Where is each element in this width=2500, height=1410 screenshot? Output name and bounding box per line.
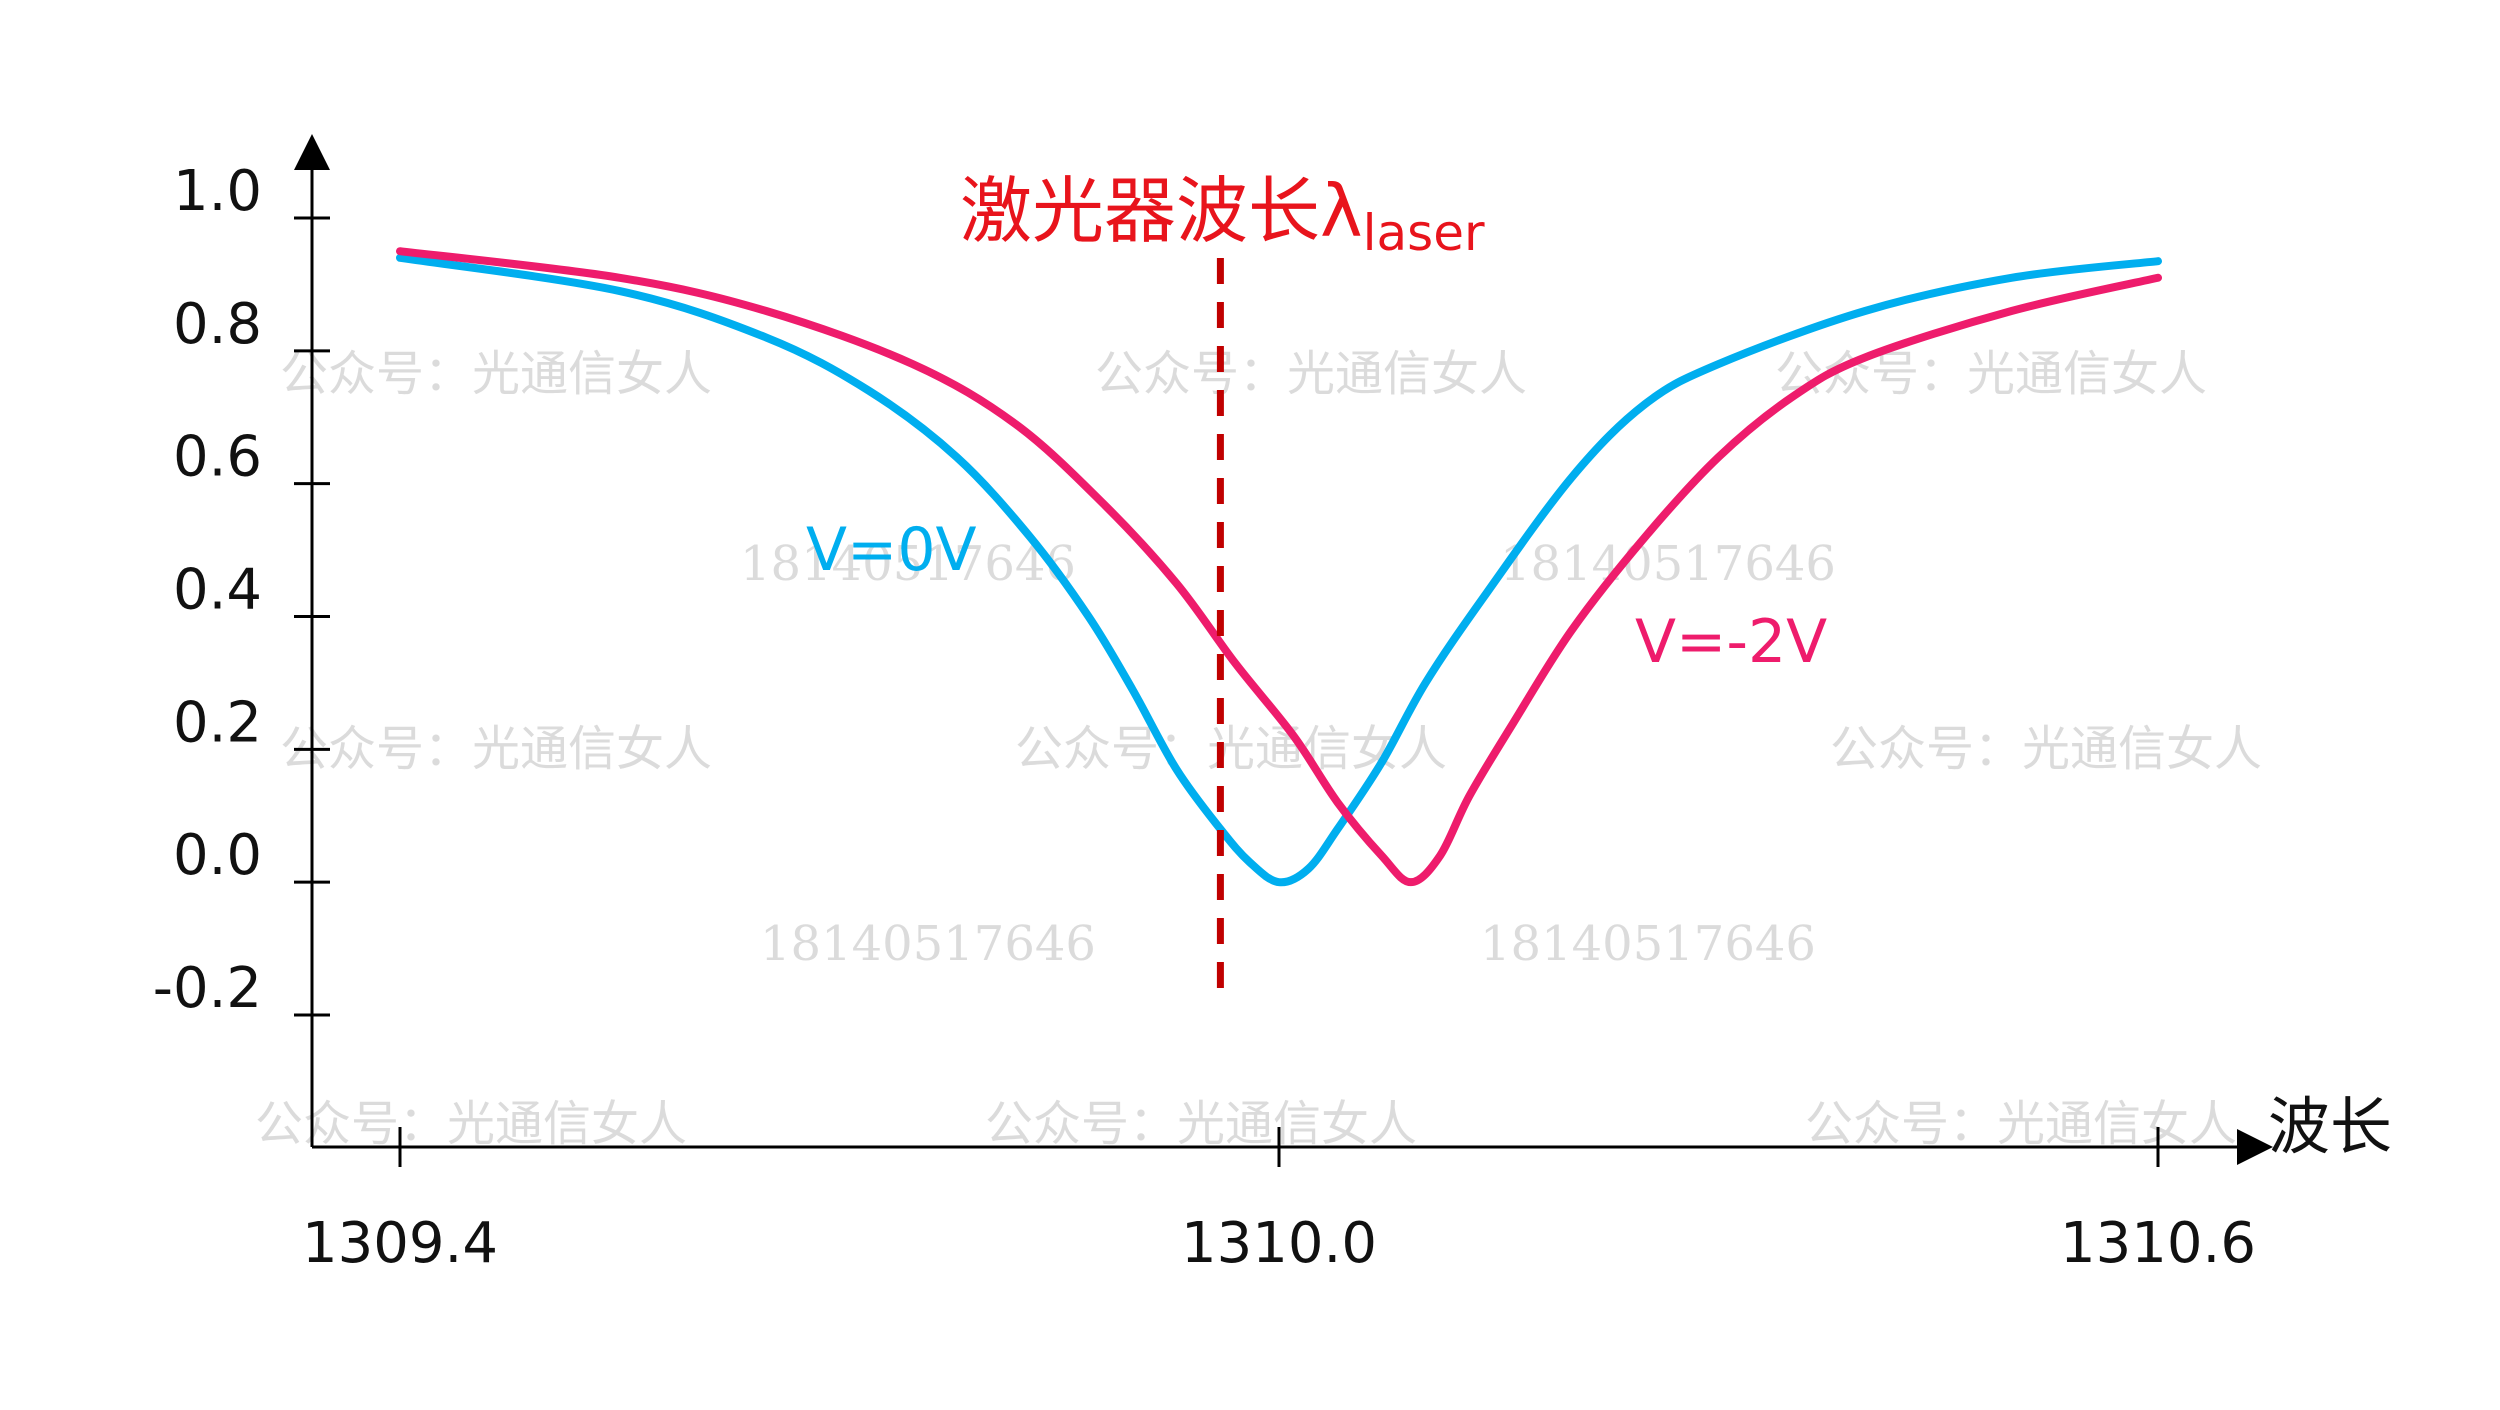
watermark-wechat: 公众号：光通信女人 bbox=[280, 346, 712, 402]
y-tick-label: -0.2 bbox=[153, 956, 262, 1021]
y-axis-ticks: 1.0 0.8 0.6 0.4 0.2 0.0 -0.2 bbox=[153, 159, 330, 1021]
watermark-wechat: 公众号：光通信女人 bbox=[1830, 721, 2262, 777]
watermark-wechat: 公众号：光通信女人 bbox=[1775, 346, 2207, 402]
watermark-wechat: 公众号：光通信女人 bbox=[280, 721, 712, 777]
laser-label-subscript: laser bbox=[1363, 204, 1485, 262]
x-tick-label: 1310.6 bbox=[2060, 1211, 2256, 1276]
watermark-phone: 18140517646 bbox=[1500, 536, 1836, 592]
laser-label-main: 激光器波长λ bbox=[960, 169, 1363, 253]
watermark-wechat: 公众号：光通信女人 bbox=[1805, 1096, 2237, 1152]
y-tick-label: 0.4 bbox=[173, 558, 262, 623]
x-axis-ticks: 1309.4 1310.0 1310.6 bbox=[302, 1127, 2256, 1276]
series-layer bbox=[396, 247, 2162, 887]
series-line-1 bbox=[396, 247, 2162, 887]
y-tick-label: 1.0 bbox=[173, 159, 262, 224]
watermark-wechat: 公众号：光通信女人 bbox=[255, 1096, 687, 1152]
y-tick-label: 0.0 bbox=[173, 823, 262, 888]
watermark-phone: 18140517646 bbox=[760, 916, 1096, 972]
watermark-phone: 18140517646 bbox=[1480, 916, 1816, 972]
y-tick-label: 0.2 bbox=[173, 690, 262, 755]
watermark-wechat: 公众号：光通信女人 bbox=[1095, 346, 1527, 402]
y-tick-label: 0.6 bbox=[173, 425, 262, 490]
laser-wavelength-label: 激光器波长λlaser bbox=[960, 169, 1485, 262]
series-line-0 bbox=[396, 253, 2162, 887]
watermark-wechat: 公众号：光通信女人 bbox=[985, 1096, 1417, 1152]
watermark-phone: 18140517646 bbox=[740, 536, 1076, 592]
x-axis-label: 波长 bbox=[2268, 1090, 2392, 1163]
x-tick-label: 1310.0 bbox=[1181, 1211, 1377, 1276]
y-tick-label: 0.8 bbox=[173, 292, 262, 357]
series-label-v0: V=0V bbox=[806, 515, 977, 585]
x-tick-label: 1309.4 bbox=[302, 1211, 498, 1276]
series-label-v-2: V=-2V bbox=[1635, 607, 1827, 677]
